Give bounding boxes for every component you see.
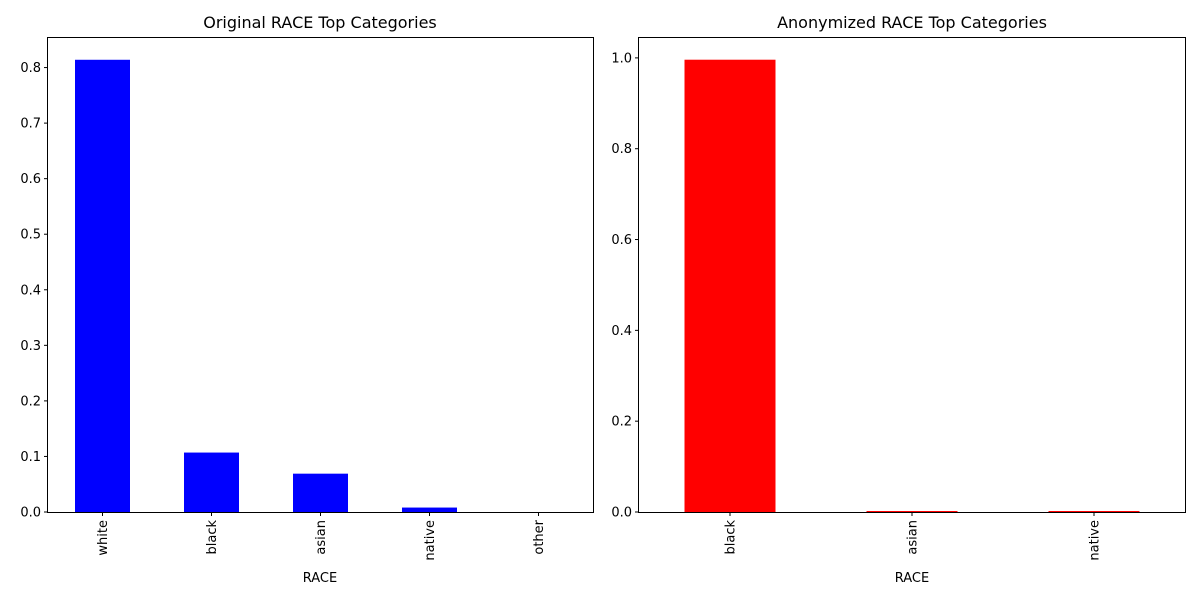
y-tick-label: 0.2 [20,394,41,409]
x-tick-label: black [724,520,739,555]
y-axis-ticks: 0.0 0.1 0.2 0.3 0.4 0.5 0.6 0.7 0.8 [20,61,48,521]
x-tick-label: other [532,519,547,554]
chart-title: Original RACE Top Categories [203,13,437,32]
bar-native [402,507,457,512]
y-tick-label: 1.0 [611,51,632,66]
bar-black [684,59,776,513]
x-tick-label: asian [906,520,921,555]
y-tick-label: 0.4 [20,283,41,298]
y-tick-label: 0.0 [611,506,632,521]
x-tick-label: native [1088,520,1103,561]
x-tick-label: white [96,520,111,556]
y-tick-label: 0.6 [611,233,632,248]
y-tick-label: 0.8 [20,61,41,76]
y-tick-label: 0.3 [20,339,41,354]
bar-native [1048,511,1140,512]
x-tick-label: black [205,520,220,555]
original-race-chart: Original RACE Top Categories 0.00.10.20.… [20,13,594,586]
y-tick-label: 0.7 [20,117,41,132]
x-axis-label: RACE [895,571,929,586]
axes-frame [638,37,1186,513]
y-axis-ticks: 0.0 0.2 0.4 0.6 0.8 1.0 [611,51,639,521]
x-axis-ticks: black asian native [724,512,1103,561]
bar-white [75,59,130,512]
anonymized-race-chart: Anonymized RACE Top Categories 0.0 0.2 0.4… [611,13,1186,586]
bars-group [75,59,457,512]
bar-asian [866,511,958,512]
bar-black [184,452,239,512]
y-tick-label: 0.5 [20,228,41,243]
y-tick-label: 0.0 [20,506,41,521]
axes-frame [47,37,594,513]
x-tick-label: native [423,520,438,561]
y-tick-label: 0.4 [611,324,632,339]
chart-title: Anonymized RACE Top Categories [777,13,1047,32]
bar-asian [293,473,348,512]
y-tick-label: 0.2 [611,415,632,430]
y-tick-label: 0.1 [20,450,41,465]
y-tick-label: 0.6 [20,172,41,187]
y-tick-label: 0.8 [611,142,632,157]
x-axis-label: RACE [303,571,337,586]
x-tick-label: asian [314,520,329,555]
bars-group [684,59,1140,513]
x-axis-ticks: white black asian native other [96,512,547,561]
